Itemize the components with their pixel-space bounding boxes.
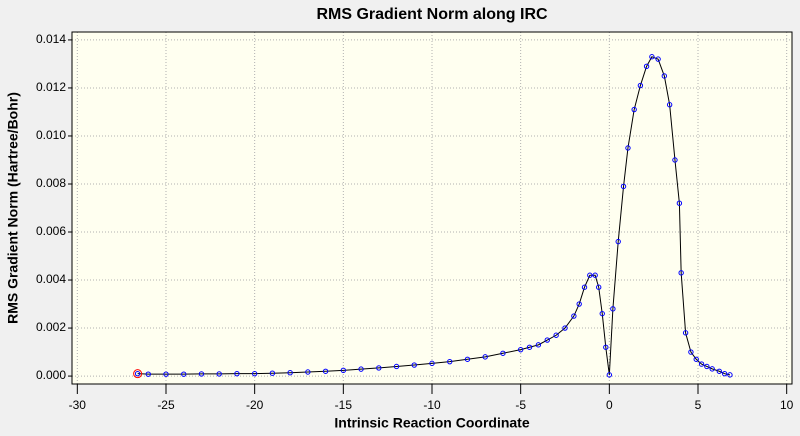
data-point	[482, 354, 488, 360]
data-point	[631, 106, 637, 113]
y-tick-label: 0.006	[36, 224, 66, 238]
data-point	[716, 368, 722, 374]
data-point	[145, 371, 151, 377]
data-point	[610, 306, 616, 312]
chart-title: RMS Gradient Norm along IRC	[316, 6, 548, 23]
data-point	[625, 145, 631, 151]
data-line	[137, 56, 731, 376]
data-point	[587, 272, 593, 278]
data-point	[661, 73, 668, 79]
data-point	[134, 370, 141, 377]
data-point	[682, 330, 689, 336]
y-tick-label: 0.002	[36, 320, 66, 334]
data-point	[603, 344, 609, 350]
data-point	[649, 54, 655, 60]
data-point	[251, 370, 258, 377]
data-point	[340, 367, 347, 374]
x-tick-label: 10	[780, 398, 794, 412]
data-point	[411, 362, 417, 368]
data-point	[576, 301, 582, 307]
data-point	[234, 370, 240, 377]
data-point	[447, 358, 453, 365]
data-point	[358, 366, 364, 372]
y-tick-label: 0.004	[36, 272, 66, 286]
data-point	[688, 349, 694, 355]
x-tick-label: -5	[515, 398, 526, 412]
data-point	[322, 368, 329, 374]
data-point	[698, 361, 705, 367]
data-point	[269, 370, 276, 376]
data-point	[615, 238, 621, 245]
data-point	[620, 183, 627, 190]
data-point	[727, 372, 733, 378]
data-point	[287, 370, 293, 376]
data-point	[198, 371, 205, 377]
data-point	[429, 360, 435, 367]
data-point	[163, 371, 169, 377]
x-tick-label: -30	[69, 398, 87, 412]
data-point	[526, 344, 533, 350]
data-point	[693, 356, 699, 362]
data-point	[704, 363, 710, 370]
data-point	[637, 82, 644, 89]
x-tick-label: -20	[246, 398, 264, 412]
data-point	[571, 313, 577, 319]
data-point	[595, 284, 602, 290]
data-point	[305, 369, 311, 375]
x-tick-label: -15	[335, 398, 353, 412]
data-point	[666, 102, 673, 108]
plot-frame	[71, 31, 793, 385]
x-tick-label: 5	[695, 398, 702, 412]
y-tick-label: 0.010	[36, 128, 66, 142]
x-tick-label: 0	[606, 398, 613, 412]
data-point	[553, 332, 559, 338]
data-point	[181, 371, 187, 377]
data-point	[500, 350, 506, 356]
data-point	[464, 356, 471, 362]
y-tick-label: 0.000	[36, 368, 66, 382]
data-point	[376, 365, 382, 371]
data-point	[517, 346, 524, 353]
data-point	[562, 325, 568, 331]
y-tick-label: 0.008	[36, 176, 66, 190]
x-tick-label: -10	[423, 398, 441, 412]
data-point	[672, 157, 678, 163]
data-point	[544, 337, 550, 343]
data-point	[721, 370, 728, 377]
plot-background	[72, 32, 792, 384]
data-point	[581, 284, 588, 290]
y-axis-label: RMS Gradient Norm (Hartree/Bohr)	[5, 92, 21, 324]
data-point	[606, 372, 613, 378]
highlight-marker	[133, 369, 143, 379]
data-point	[216, 371, 222, 377]
data-point	[709, 366, 715, 372]
data-point	[599, 310, 605, 317]
x-axis-label: Intrinsic Reaction Coordinate	[334, 415, 529, 431]
data-point	[592, 272, 598, 278]
x-tick-label: -25	[157, 398, 175, 412]
data-point	[678, 270, 684, 276]
data-point	[655, 56, 661, 62]
y-tick-label: 0.014	[36, 32, 66, 46]
data-point	[535, 342, 542, 348]
data-point	[643, 63, 650, 70]
y-tick-label: 0.012	[36, 80, 66, 94]
data-point	[393, 363, 400, 370]
data-point	[676, 200, 683, 206]
